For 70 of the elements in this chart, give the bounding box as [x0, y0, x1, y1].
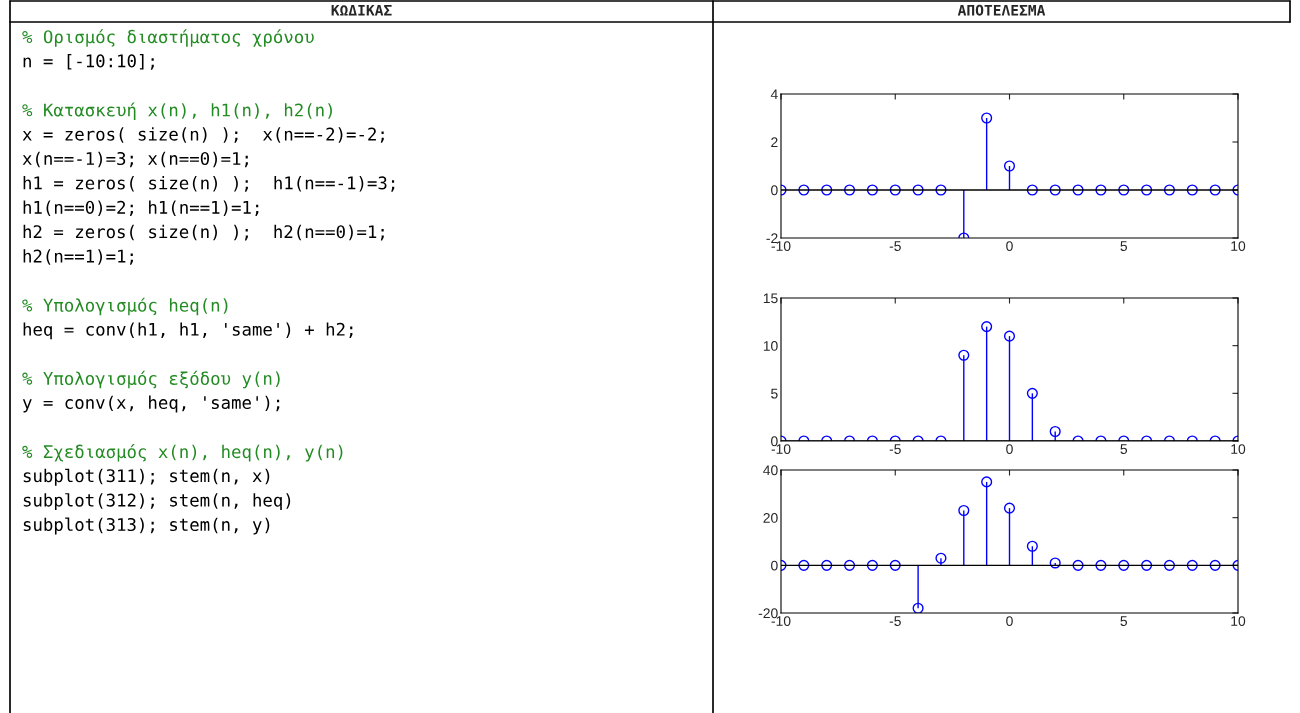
point	[1003, 330, 1016, 342]
point	[1141, 184, 1153, 196]
point	[1003, 160, 1016, 172]
point	[889, 184, 901, 196]
x-tick-label: 0	[1006, 241, 1013, 251]
text: % Ορισμός διαστήματος χρόνου n = [-10:10];	[22, 29, 314, 70]
point	[1095, 184, 1107, 196]
point	[1209, 184, 1221, 196]
x-tick-label: 5	[1120, 241, 1128, 251]
y-tick-label: 5	[771, 388, 778, 399]
point	[1049, 184, 1061, 196]
point	[912, 184, 924, 196]
point	[798, 559, 810, 571]
y-tick-label: 10	[763, 341, 778, 351]
point	[1209, 559, 1221, 571]
y-tick-label: 2	[771, 137, 778, 148]
x-tick-label: 0	[1006, 444, 1013, 454]
text: % Υπολογισμός εξόδου y(n) y = conv(x, heq, 'same');	[22, 370, 280, 413]
point	[1163, 184, 1176, 196]
point	[1003, 502, 1016, 514]
point	[981, 476, 993, 488]
text: % Κατασκευή x(n), h1(n), h2(n) x = zeros( size(n) ); x(n==-2)=-2; x(n==-1)=3; x(n==0)=1; h1 = zeros( size(n) ); h1(n==-1)=3; h1(n==0)=2; h1(n==1)=1; h2 = zeros( size(n) ); h2(n==0)=1; h2(n==1)=1;	[22, 102, 395, 265]
point	[843, 184, 856, 196]
x-tick-label: 5	[1120, 444, 1128, 454]
text: % Σχεδιασμός x(n), heq(n), y(n) subplot(311); stem(n, x) subplot(312); stem(n, heq) subplot(313); stem(n, y)	[22, 444, 343, 535]
point	[1072, 559, 1084, 571]
point	[889, 559, 901, 571]
point	[798, 184, 810, 196]
point	[1163, 559, 1176, 571]
x-tick-label: 5	[1120, 616, 1128, 626]
point	[1118, 184, 1130, 196]
point	[1118, 559, 1130, 571]
x-tick-label: -5	[889, 444, 901, 454]
y-tick-label: 40	[763, 465, 778, 476]
x-tick-label: -10	[771, 241, 791, 251]
point	[1072, 184, 1084, 196]
x-tick-label: 0	[1006, 616, 1013, 626]
x-tick-label: 10	[1231, 616, 1246, 626]
point	[866, 559, 878, 571]
y-tick-label: 0	[771, 185, 778, 196]
x-tick-label: 10	[1231, 444, 1246, 454]
point	[1095, 559, 1107, 571]
point	[958, 349, 970, 361]
point	[1026, 387, 1038, 399]
point	[866, 184, 878, 196]
chart-title: ΑΠΟΤΕΛΕΣΜΑ	[957, 4, 1046, 16]
text: ΚΩΔΙΚΑΣ	[331, 4, 392, 16]
point	[821, 184, 833, 196]
point	[1049, 557, 1061, 569]
point	[981, 321, 993, 333]
point	[1026, 184, 1038, 196]
y-tick-label: 0	[771, 560, 778, 571]
point	[1026, 540, 1038, 552]
y-tick-label: 15	[763, 293, 778, 304]
point	[981, 112, 993, 124]
y-tick-label: -2	[766, 233, 778, 244]
x-tick-label: -5	[889, 241, 901, 251]
point	[958, 504, 970, 517]
x-tick-label: 10	[1231, 241, 1246, 251]
point	[1141, 559, 1153, 571]
point	[821, 559, 833, 571]
point	[843, 559, 856, 571]
point	[1186, 184, 1198, 196]
point	[935, 184, 947, 196]
x-tick-label: -5	[889, 616, 901, 626]
y-tick-label: 4	[770, 89, 778, 100]
text: % Υπολογισμός heq(n) heq = conv(h1, h1, 'same') + h2;	[22, 297, 353, 340]
point	[1186, 559, 1198, 571]
y-tick-label: 20	[763, 513, 778, 523]
point	[935, 552, 947, 564]
